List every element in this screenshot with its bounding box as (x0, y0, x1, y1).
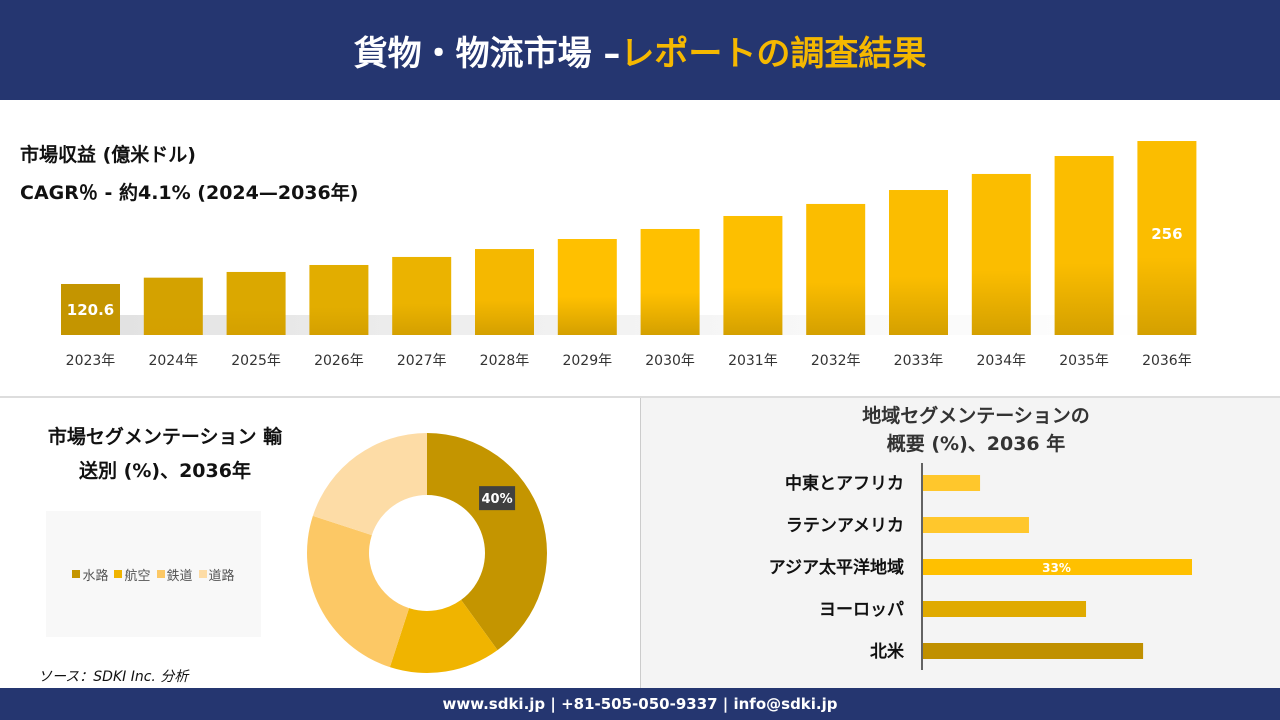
bar-2023年 (61, 283, 120, 335)
data-label: 120.6 (67, 301, 114, 319)
legend-swatch (198, 570, 207, 578)
bar-2034年 (971, 173, 1031, 335)
region-title-line1: 地域セグメンテーションの (862, 405, 1090, 427)
donut-slice-道路 (312, 433, 427, 536)
x-tick-label: 2028年 (480, 353, 530, 369)
x-tick-label: 2032年 (811, 353, 861, 369)
legend-swatch (114, 570, 123, 578)
bar-ヨーロッパ (923, 601, 1087, 617)
footer-contact: www.sdki.jp | +81-505-050-9337 | info@sd… (0, 688, 1280, 720)
x-tick-label: 2023年 (66, 353, 116, 369)
x-tick-label: 2024年 (148, 353, 198, 369)
x-tick-label: 2036年 (1142, 353, 1192, 369)
x-tick-label: 2029年 (562, 353, 612, 369)
legend-label: 道路 (208, 568, 235, 584)
x-tick-label: 2034年 (976, 353, 1026, 369)
region-segment-panel: 地域セグメンテーションの 概要 (%)、2036 年 中東とアフリカ ラテンアメリ… (640, 398, 1280, 688)
bar-中東とアフリカ (923, 475, 981, 491)
transport-segment-title: 市場セグメンテーション 輸送別 (%)、2036年 (47, 426, 283, 482)
bar-2033年 (889, 190, 948, 335)
x-tick-label: 2033年 (894, 353, 944, 369)
title-accent: レポートの調査結果 (620, 33, 927, 74)
y-tick-label: ラテンアメリカ (786, 516, 904, 536)
bar-2036年 (1137, 141, 1197, 335)
revenue-chart-panel: 市場収益 (億米ドル) CAGR％ - 約4.1% (2024—2036年) 2… (0, 100, 1280, 396)
legend-item: 水路 (72, 565, 108, 584)
y-tick-label: 中東とアフリカ (785, 473, 904, 494)
bar-2029年 (557, 239, 617, 335)
legend-label: 航空 (124, 568, 151, 584)
bar-2026年 (309, 264, 369, 335)
transport-donut-chart: 40% (307, 433, 548, 673)
bar-2031年 (723, 215, 783, 335)
bar-ラテンアメリカ (923, 517, 1029, 533)
transport-segment-panel: 市場セグメンテーション 輸送別 (%)、2036年 水路 航空 鉄道 道路 40% ソ… (0, 398, 640, 688)
donut-slice-鉄道 (307, 515, 410, 668)
legend-item: 鉄道 (156, 565, 193, 584)
y-tick-label: 北米 (870, 641, 905, 662)
source-note: ソース：SDKI Inc. 分析 (38, 669, 189, 685)
y-tick-label: ヨーロッパ (819, 600, 904, 620)
x-tick-label: 2026年 (314, 353, 364, 369)
bar-2030年 (640, 228, 700, 335)
x-tick-label: 2027年 (397, 353, 447, 369)
revenue-bar-chart: 2023年 120.6 2024年 2025年 2026年 2027年 2028年 2029年… (61, 141, 1207, 369)
section-divider (0, 396, 1280, 398)
bar-2025年 (226, 271, 286, 335)
region-segment-title: 地域セグメンテーションの 概要 (%)、2036 年 (641, 402, 1280, 458)
x-tick-label: 2030年 (645, 353, 695, 369)
bar-アジア太平洋地域 (923, 559, 1192, 575)
legend-item: 航空 (114, 565, 151, 584)
region-title-line2: 概要 (%)、2036 年 (886, 433, 1066, 455)
x-tick-label: 2035年 (1059, 353, 1109, 369)
data-label: 256 (1151, 225, 1182, 243)
x-tick-label: 2025年 (231, 353, 281, 369)
bar-2028年 (475, 249, 534, 335)
donut-slice-水路 (427, 433, 548, 651)
y-tick-label: アジア太平洋地域 (769, 557, 904, 578)
legend-label: 鉄道 (166, 568, 193, 584)
title-main: 貨物・物流市場 – (353, 33, 621, 74)
donut-slice-航空 (389, 599, 498, 673)
bar-2024年 (143, 277, 203, 335)
bar-2032年 (806, 203, 866, 335)
legend-swatch (72, 570, 81, 578)
revenue-chart-title: 市場収益 (億米ドル) (20, 144, 196, 166)
legend-item: 道路 (198, 565, 235, 584)
data-label: 40% (482, 492, 513, 507)
legend-label: 水路 (82, 568, 109, 584)
legend-swatch (156, 570, 165, 578)
header-banner: 貨物・物流市場 – レポートの調査結果 (0, 0, 1280, 100)
cagr-subtitle: CAGR％ - 約4.1% (2024—2036年) (20, 182, 359, 204)
data-label: 33% (1042, 561, 1071, 575)
bar-2035年 (1054, 156, 1114, 335)
data-label-box (479, 486, 516, 511)
bar-2027年 (392, 256, 452, 335)
donut-legend: 水路 航空 鉄道 道路 (46, 511, 261, 637)
x-tick-label: 2031年 (728, 353, 778, 369)
bar-北米 (923, 643, 1144, 659)
